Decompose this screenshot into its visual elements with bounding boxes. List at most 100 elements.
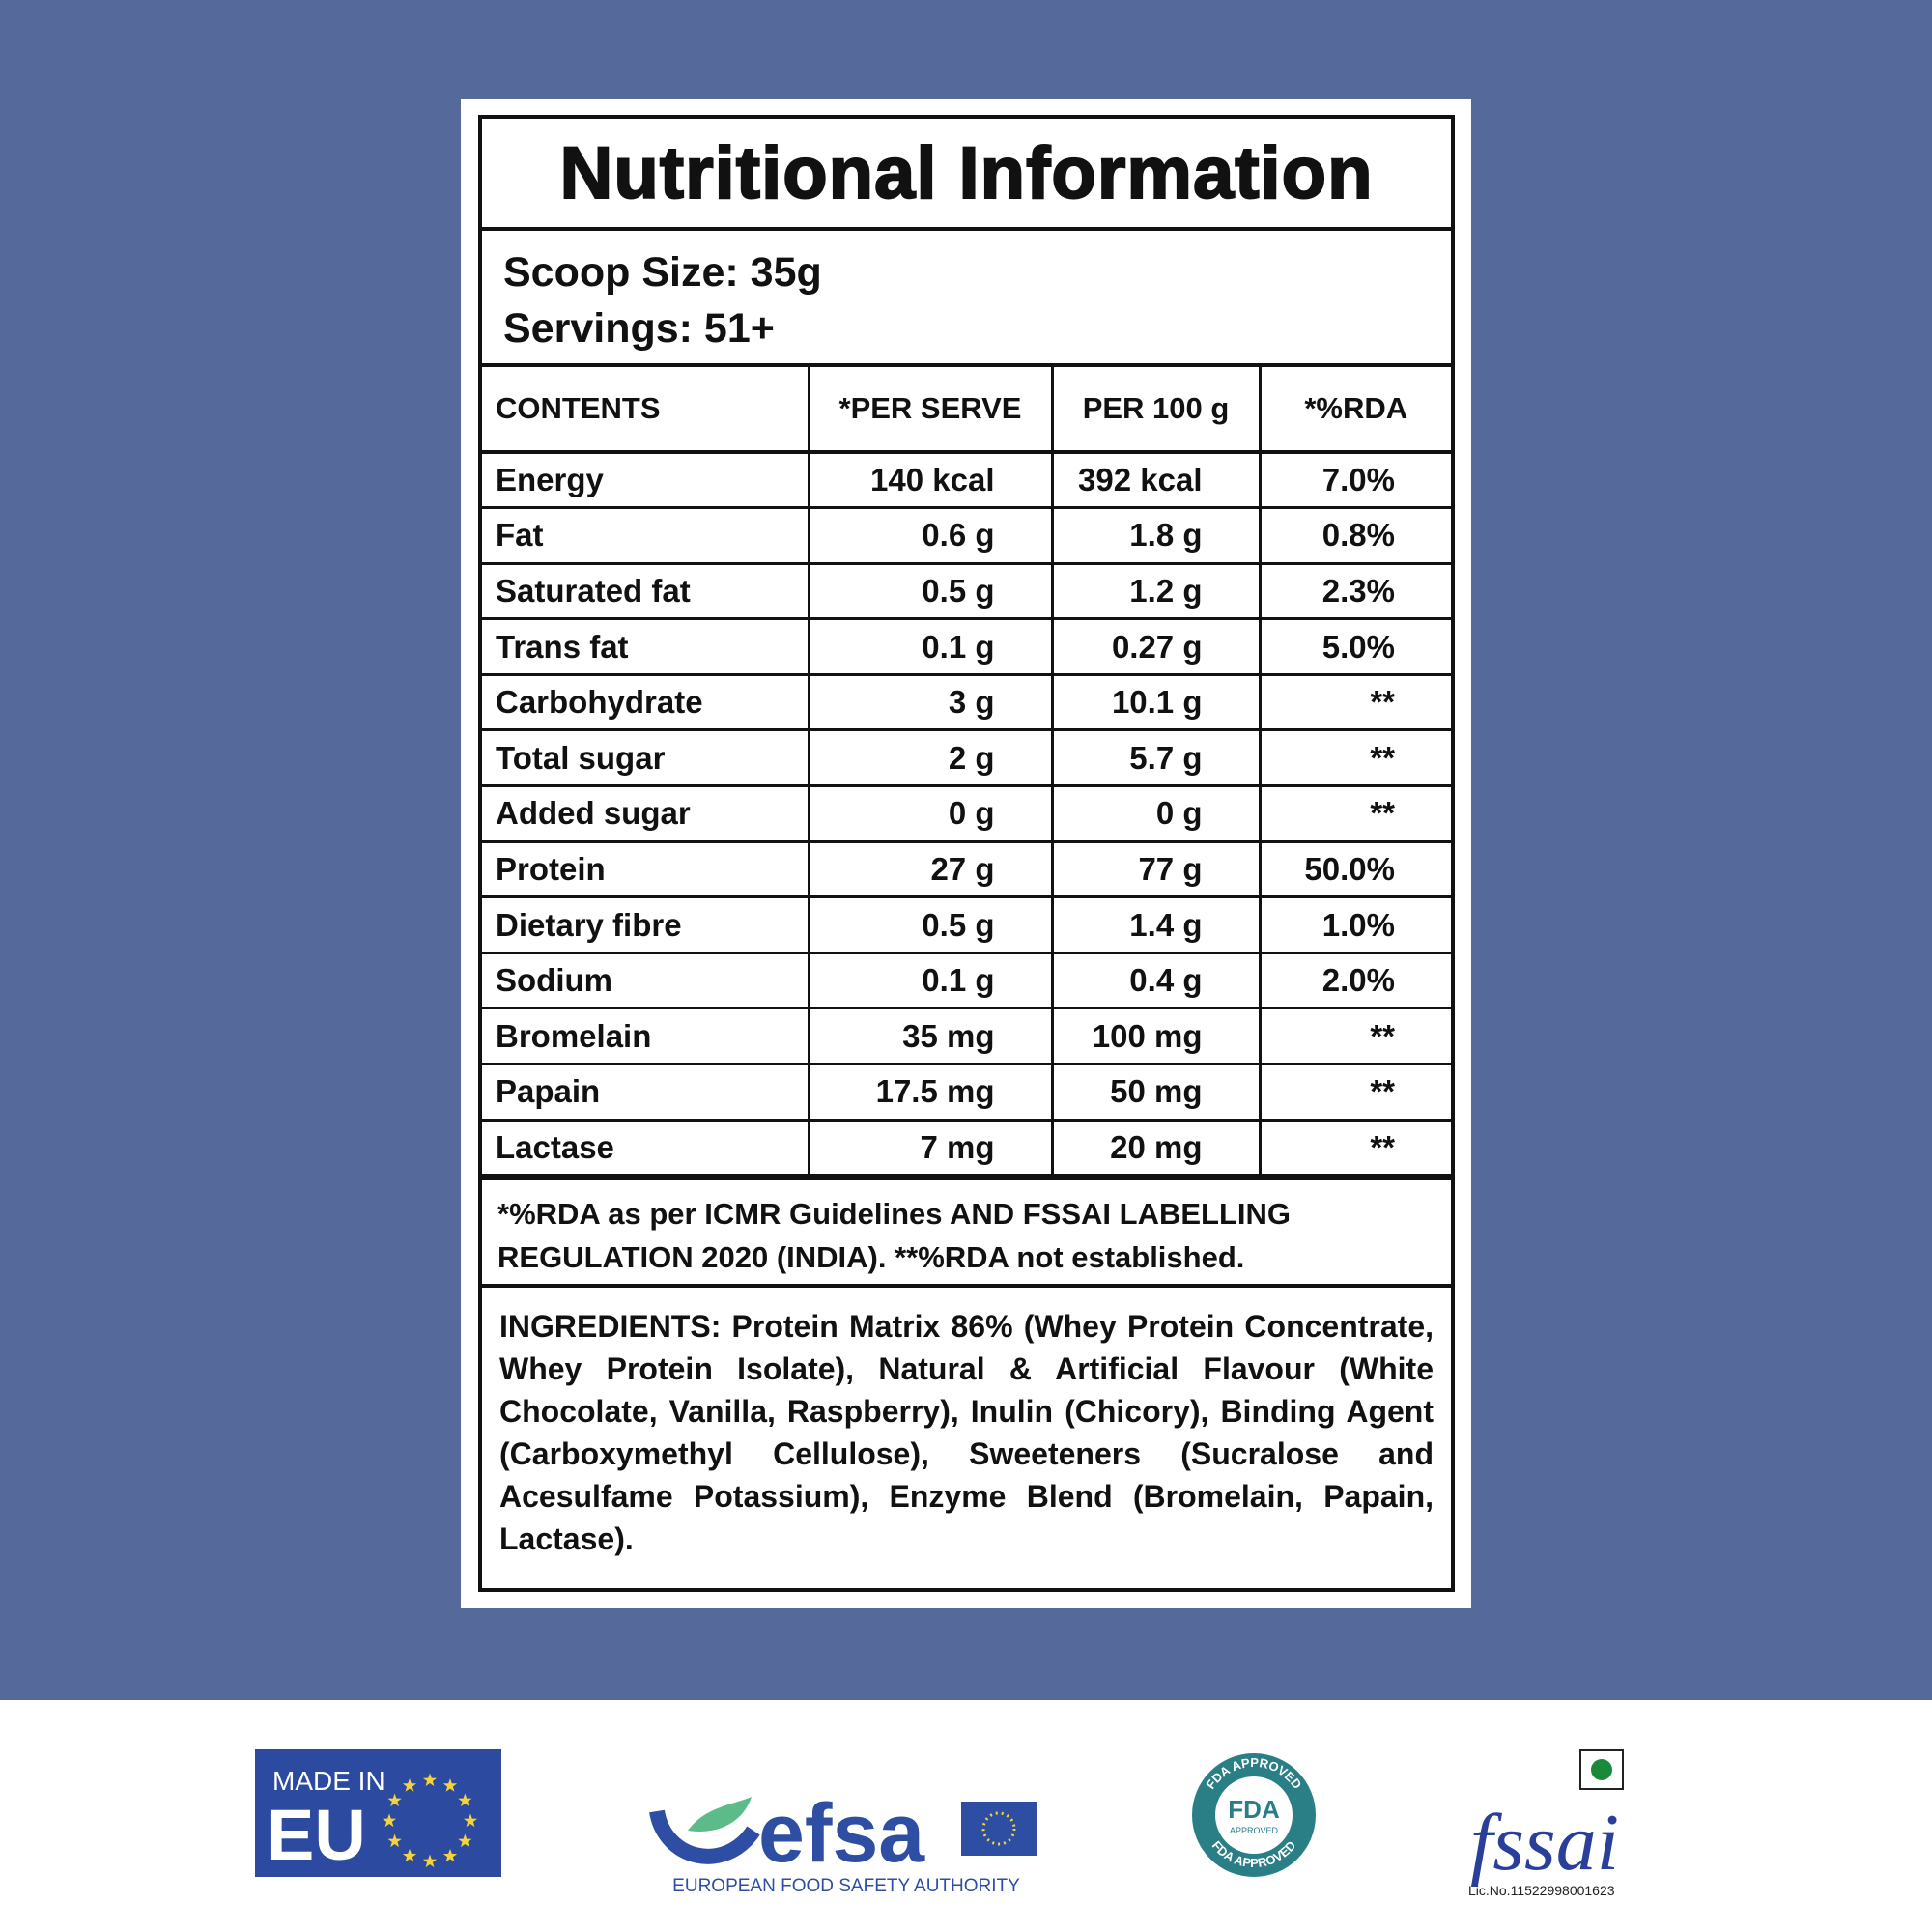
efsa-swoosh: [649, 1809, 760, 1864]
eu-star: [382, 1813, 397, 1828]
title: Nutritional Information: [482, 119, 1451, 231]
eu-star: [463, 1813, 478, 1828]
nutrient-value: 35 mg: [807, 1007, 1054, 1066]
eu-background: [255, 1749, 501, 1877]
nutrient-value: 2.3%: [1258, 561, 1451, 621]
fda-inner: [1215, 1776, 1293, 1854]
nutrition-table: CONTENTS *PER SERVE PER 100 g *%RDA Energy 1…: [482, 367, 1451, 1178]
eu-star: [402, 1848, 417, 1862]
nutrient-value: 1.4 g: [1050, 895, 1262, 954]
nutrient-value: 1.0%: [1258, 895, 1451, 954]
nutrient-value: 7 mg: [807, 1118, 1054, 1178]
eu-star: [458, 1833, 472, 1848]
made-in-eu-logo: MADE IN EU: [255, 1749, 501, 1877]
nutrient-row: Carbohydrate 3 g 10.1 g **: [482, 672, 1451, 732]
nutrient-row: Dietary fibre 0.5 g 1.4 g 1.0%: [482, 895, 1451, 954]
fssai-dot: [1591, 1759, 1612, 1780]
nutrient-row: Papain 17.5 mg 50 mg **: [482, 1063, 1451, 1122]
servings: Servings: 51+: [503, 305, 775, 352]
label-box: Nutritional Information Scoop Size: 35g …: [478, 115, 1455, 1592]
fda-sub: APPROVED: [1230, 1826, 1279, 1835]
nutrient-value: 0.8%: [1258, 506, 1451, 565]
nutrient-row: Fat 0.6 g 1.8 g 0.8%: [482, 506, 1451, 565]
header-row: CONTENTS *PER SERVE PER 100 g *%RDA: [482, 367, 1451, 454]
nutrient-value: 27 g: [807, 839, 1054, 899]
nutrient-value: 7.0%: [1258, 452, 1451, 510]
nutrient-value: 77 g: [1050, 839, 1262, 899]
eu-star: [442, 1848, 458, 1862]
nutrient-row: Lactase 7 mg 20 mg **: [482, 1118, 1451, 1178]
nutrient-value: 17.5 mg: [807, 1063, 1054, 1122]
nutrient-row: Total sugar 2 g 5.7 g **: [482, 728, 1451, 788]
nutrient-value: 140 kcal: [807, 452, 1054, 510]
eu-star: [402, 1778, 417, 1792]
efsa-name: efsa: [758, 1787, 925, 1880]
fda-mark: FDA: [1228, 1795, 1280, 1824]
nutrient-name: Dietary fibre: [482, 895, 810, 954]
nutrient-row: Trans fat 0.1 g 0.27 g 5.0%: [482, 617, 1451, 676]
column-header: CONTENTS: [482, 367, 810, 454]
nutrient-name: Saturated fat: [482, 561, 810, 621]
nutrient-value: 3 g: [807, 672, 1054, 732]
eu-star: [387, 1833, 402, 1848]
nutrient-value: 50.0%: [1258, 839, 1451, 899]
column-header: *PER SERVE: [807, 367, 1054, 454]
logos: MADE IN EU efsa EUROPEAN FOOD SAFETY AUT…: [255, 1749, 1624, 1898]
eu-star: [387, 1793, 402, 1807]
ingredients: INGREDIENTS: Protein Matrix 86% (Whey Pr…: [499, 1309, 1434, 1557]
nutrient-value: 0 g: [807, 784, 1054, 843]
efsa-caption: EUROPEAN FOOD SAFETY AUTHORITY: [672, 1876, 1020, 1896]
nutrient-value: 0 g: [1050, 784, 1262, 843]
label-panel: Nutritional Information Scoop Size: 35g …: [461, 99, 1471, 1608]
nutrient-value: **: [1258, 1063, 1451, 1122]
nutrient-name: Bromelain: [482, 1007, 810, 1066]
nutrient-row: Bromelain 35 mg 100 mg **: [482, 1007, 1451, 1066]
nutrient-name: Papain: [482, 1063, 810, 1122]
nutrient-name: Lactase: [482, 1118, 810, 1178]
nutrient-value: 100 mg: [1050, 1007, 1262, 1066]
nutrient-value: **: [1258, 672, 1451, 732]
nutrient-name: Carbohydrate: [482, 672, 810, 732]
scoop-size: Scoop Size: 35g: [503, 249, 822, 296]
fssai-license: Lic.No.11522998001623: [1468, 1883, 1615, 1898]
fda-logo: FDA APPROVED FDA APPROVED FDA APPROVED: [1192, 1753, 1316, 1877]
efsa-logo: efsa EUROPEAN FOOD SAFETY AUTHORITY: [649, 1787, 1037, 1896]
nutrient-row: Energy 140 kcal 392 kcal 7.0%: [482, 452, 1451, 510]
nutrient-value: 1.8 g: [1050, 506, 1262, 565]
nutrient-name: Fat: [482, 506, 810, 565]
nutrient-value: 392 kcal: [1050, 452, 1262, 510]
nutrient-value: 0.1 g: [807, 951, 1054, 1010]
nutrient-value: 5.0%: [1258, 617, 1451, 676]
nutrient-value: 2 g: [807, 728, 1054, 788]
nutrient-value: 50 mg: [1050, 1063, 1262, 1122]
nutrient-name: Trans fat: [482, 617, 810, 676]
footnote-line: *%RDA as per ICMR Guidelines AND FSSAI L…: [497, 1197, 1292, 1232]
nutrient-value: **: [1258, 728, 1451, 788]
column-header: *%RDA: [1258, 367, 1451, 454]
nutrient-row: Sodium 0.1 g 0.4 g 2.0%: [482, 951, 1451, 1010]
nutrient-value: 0.1 g: [807, 617, 1054, 676]
fssai-name: fssai: [1470, 1798, 1619, 1888]
nutrient-value: 0.6 g: [807, 506, 1054, 565]
nutrient-value: 0.5 g: [807, 895, 1054, 954]
nutrient-value: **: [1258, 1118, 1451, 1178]
eu-line2: EU: [267, 1795, 366, 1875]
nutrient-value: 10.1 g: [1050, 672, 1262, 732]
nutrient-row: Saturated fat 0.5 g 1.2 g 2.3%: [482, 561, 1451, 621]
eu-star: [422, 1854, 438, 1868]
nutrient-value: 20 mg: [1050, 1118, 1262, 1178]
nutrient-value: 0.27 g: [1050, 617, 1262, 676]
serving-info: Scoop Size: 35g Servings: 51+: [482, 231, 1451, 367]
fssai-logo: fssai Lic.No.11522998001623: [1468, 1749, 1624, 1898]
nutrient-value: 1.2 g: [1050, 561, 1262, 621]
nutrient-row: Protein 27 g 77 g 50.0%: [482, 839, 1451, 899]
efsa-leaf: [688, 1797, 752, 1832]
footnote-line: REGULATION 2020 (INDIA). **%RDA not esta…: [497, 1240, 1245, 1275]
nutrient-value: 2.0%: [1258, 951, 1451, 1010]
nutrient-name: Sodium: [482, 951, 810, 1010]
nutrient-value: **: [1258, 784, 1451, 843]
nutrient-value: **: [1258, 1007, 1451, 1066]
